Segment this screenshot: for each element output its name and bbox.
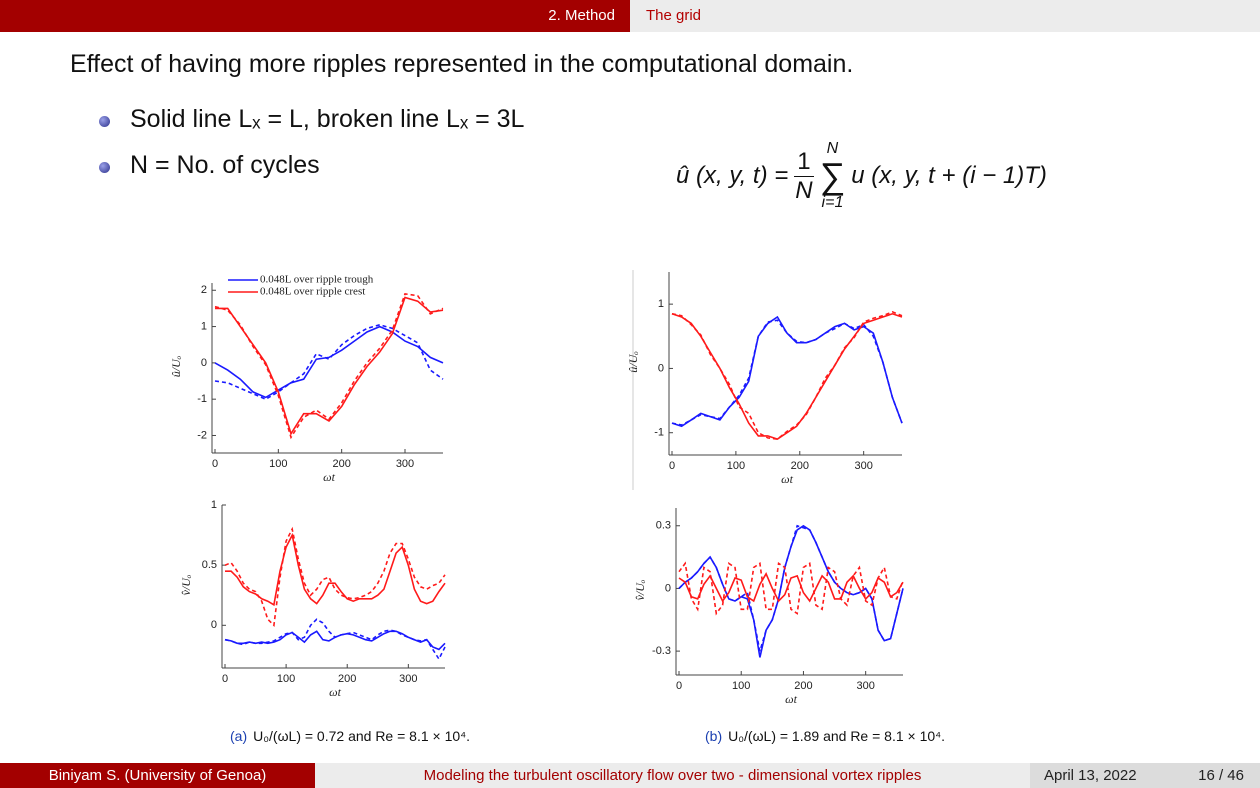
y-tick-label: -0.3 (652, 645, 671, 657)
legend-label: 0.048L over ripple crest (260, 286, 365, 298)
caption: (a) U₀/(ωL) = 0.72 and Re = 8.1 × 10⁴. (230, 728, 470, 744)
footer-talk: Modeling the turbulent oscillatory flow … (315, 763, 1030, 788)
x-axis-label: ωt (781, 472, 793, 486)
footer-page: 16 / 46 (1198, 767, 1244, 784)
x-tick-label: 300 (856, 680, 874, 692)
series-line (214, 323, 444, 401)
series-line (224, 618, 446, 661)
x-tick-label: 100 (269, 458, 287, 470)
denominator: N (795, 176, 813, 204)
sum-symbol: ∑ (819, 155, 846, 196)
y-tick-label: 1 (211, 499, 217, 511)
slide-title: Effect of having more ripples represente… (70, 50, 854, 78)
x-tick-label: 200 (794, 680, 812, 692)
x-tick-label: 100 (727, 460, 745, 472)
y-tick-label: 0 (211, 619, 217, 631)
caption-label: (b) (705, 728, 723, 744)
series-line (224, 630, 446, 651)
header-section: 2. Method (0, 0, 630, 32)
series-line (214, 325, 444, 399)
y-tick-label: 2 (201, 284, 207, 296)
y-tick-label: -1 (197, 393, 207, 405)
x-tick-label: 200 (791, 460, 809, 472)
y-tick-label: 0.5 (202, 559, 217, 571)
legend-label: 0.048L over ripple trough (260, 274, 374, 286)
series-line (214, 293, 444, 440)
y-axis-label: û/Uₒ (169, 355, 183, 377)
series-line (678, 561, 904, 616)
x-tick-label: 200 (338, 673, 356, 685)
header-subsection: The grid (630, 0, 1260, 32)
x-tick-label: 0 (676, 680, 682, 692)
sum-lower: i=1 (821, 194, 844, 211)
y-axis-label: v̂/Uₒ (179, 574, 193, 595)
x-axis-label: ωt (323, 470, 335, 484)
caption-text: U₀/(ωL) = 1.89 and Re = 8.1 × 10⁴. (728, 728, 946, 744)
series-line (225, 532, 446, 607)
footer-date: April 13, 2022 (1044, 767, 1137, 784)
x-axis-label: ωt (785, 692, 797, 706)
series-line (678, 524, 904, 652)
caption-text: U₀/(ωL) = 0.72 and Re = 8.1 × 10⁴. (253, 728, 471, 744)
x-tick-label: 300 (854, 460, 872, 472)
series-line (224, 526, 446, 628)
footer-right: April 13, 2022 16 / 46 (1030, 763, 1260, 788)
y-tick-label: 0 (201, 357, 207, 369)
x-axis-label: ωt (329, 685, 341, 699)
sum-upper: N (826, 140, 839, 157)
series-line (671, 319, 903, 426)
x-tick-label: 0 (222, 673, 228, 685)
x-tick-label: 200 (332, 458, 350, 470)
series-line (678, 572, 904, 603)
x-tick-label: 0 (212, 458, 218, 470)
caption: (b) U₀/(ωL) = 1.89 and Re = 8.1 × 10⁴. (705, 728, 945, 744)
y-tick-label: 0 (658, 362, 664, 374)
bullet: Solid line Lₓ = L, broken line Lₓ = 3L (95, 102, 525, 136)
caption-label: (a) (230, 728, 248, 744)
series-line (215, 296, 444, 436)
bullet-list: Solid line Lₓ = L, broken line Lₓ = 3L N… (95, 102, 525, 194)
formula-lhs: û (x, y, t) = (676, 162, 789, 189)
y-tick-label: -2 (197, 429, 207, 441)
y-tick-label: 1 (658, 298, 664, 310)
y-axis-label: v̂/Uₒ (633, 579, 647, 600)
x-tick-label: 100 (732, 680, 750, 692)
footer-author: Biniyam S. (University of Genoa) (0, 763, 315, 788)
series-line (671, 311, 903, 440)
series-line (671, 315, 903, 428)
y-tick-label: 1 (201, 320, 207, 332)
bullet: N = No. of cycles (95, 148, 525, 182)
x-tick-label: 0 (669, 460, 675, 472)
formula-rhs: u (x, y, t + (i − 1)T) (851, 162, 1047, 189)
x-tick-label: 300 (399, 673, 417, 685)
x-tick-label: 100 (277, 673, 295, 685)
sum: N ∑ i=1 (820, 140, 846, 212)
y-tick-label: 0 (665, 582, 671, 594)
numerator: 1 (794, 148, 814, 177)
x-tick-label: 300 (396, 458, 414, 470)
y-tick-label: 0.3 (656, 520, 671, 532)
y-tick-label: -1 (654, 427, 664, 439)
y-axis-label: û/Uₒ (626, 351, 640, 373)
